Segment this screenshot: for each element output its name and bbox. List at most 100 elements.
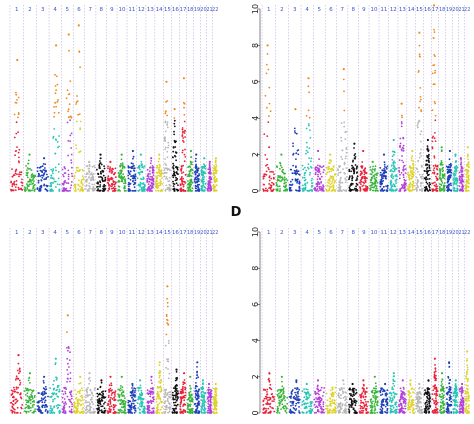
snp-point: [317, 175, 319, 178]
snp-point: [438, 168, 441, 170]
chromosome-label: 4: [305, 7, 309, 13]
snp-point: [68, 366, 70, 368]
snp-point: [152, 391, 155, 394]
snp-point: [281, 403, 284, 406]
snp-point: [117, 411, 120, 414]
snp-point: [450, 165, 452, 167]
snp-point: [173, 130, 175, 133]
snp-point: [19, 393, 21, 396]
snp-point: [152, 174, 155, 177]
snp-point: [128, 409, 131, 412]
snp-point: [85, 400, 87, 402]
chromosome-label: 14: [156, 7, 163, 13]
snp-point: [322, 165, 325, 168]
snp-point: [203, 176, 206, 178]
snp-point: [17, 186, 20, 189]
snp-point: [31, 392, 33, 394]
snp-point: [267, 68, 270, 71]
chromosome-label: 4: [53, 230, 57, 236]
snp-point: [152, 169, 154, 172]
snp-point: [24, 387, 27, 390]
snp-point: [173, 190, 176, 192]
snp-point: [172, 182, 175, 185]
snp-point: [121, 399, 124, 402]
snp-point: [292, 142, 294, 145]
snp-point: [461, 183, 463, 185]
snp-point: [439, 174, 441, 177]
snp-point: [146, 188, 149, 191]
snp-point: [330, 185, 333, 188]
snp-point: [203, 190, 206, 192]
snp-points: [262, 4, 470, 192]
snp-point: [141, 166, 144, 169]
snp-point: [28, 376, 31, 379]
snp-point: [393, 168, 396, 171]
snp-point: [188, 189, 191, 192]
snp-point: [41, 406, 44, 409]
snp-point: [359, 187, 362, 190]
chromosome-label: 18: [439, 7, 445, 13]
snp-point: [93, 187, 96, 190]
snp-point: [189, 170, 192, 173]
snp-point: [356, 177, 358, 180]
snp-point: [114, 390, 117, 393]
snp-point: [458, 185, 461, 188]
snp-point: [266, 401, 269, 404]
chromosome-label: 19: [446, 7, 452, 13]
snp-point: [424, 189, 426, 191]
snp-point: [10, 394, 13, 396]
snp-point: [24, 410, 26, 413]
snp-point: [167, 144, 170, 147]
snp-point: [284, 172, 286, 175]
snp-point: [394, 174, 397, 177]
snp-point: [268, 168, 270, 171]
chromosome-label: 22: [464, 230, 470, 236]
snp-point: [104, 187, 107, 190]
snp-point: [187, 187, 190, 190]
snp-point: [456, 166, 459, 169]
snp-point: [96, 392, 99, 395]
snp-point: [191, 163, 193, 166]
snp-point: [20, 181, 23, 184]
snp-point: [209, 408, 212, 411]
snp-point: [417, 170, 419, 173]
snp-point: [109, 185, 112, 187]
snp-point: [156, 171, 159, 174]
peak-point: [43, 157, 46, 160]
snp-point: [57, 177, 60, 180]
snp-point: [195, 405, 198, 408]
chromosome-label: 19: [194, 7, 200, 13]
snp-point: [295, 173, 297, 176]
y-tick-label: 8: [251, 43, 260, 48]
snp-point: [202, 181, 204, 184]
snp-point: [212, 412, 215, 414]
snp-point: [381, 169, 384, 172]
snp-point: [433, 155, 436, 158]
snp-point: [279, 176, 281, 179]
snp-point: [172, 150, 175, 153]
snp-point: [440, 179, 443, 182]
snp-point: [186, 408, 189, 410]
snp-point: [189, 395, 192, 398]
snp-point: [172, 398, 175, 400]
snp-point: [318, 187, 321, 190]
snp-point: [34, 410, 36, 413]
snp-point: [200, 408, 203, 411]
snp-point: [99, 393, 102, 396]
snp-point: [29, 179, 32, 182]
snp-point: [332, 176, 335, 178]
snp-point: [137, 171, 140, 174]
snp-point: [452, 172, 455, 175]
chromosome-label: 21: [458, 7, 464, 13]
snp-point: [89, 379, 92, 382]
snp-point: [69, 410, 72, 413]
snp-point: [19, 370, 21, 373]
snp-point: [99, 409, 101, 412]
snp-point: [398, 171, 401, 173]
snp-point: [435, 187, 438, 190]
chromosome-label: 16: [424, 7, 431, 13]
snp-point: [418, 120, 421, 123]
snp-point: [120, 411, 123, 414]
snp-point: [353, 168, 356, 170]
snp-point: [166, 399, 169, 401]
